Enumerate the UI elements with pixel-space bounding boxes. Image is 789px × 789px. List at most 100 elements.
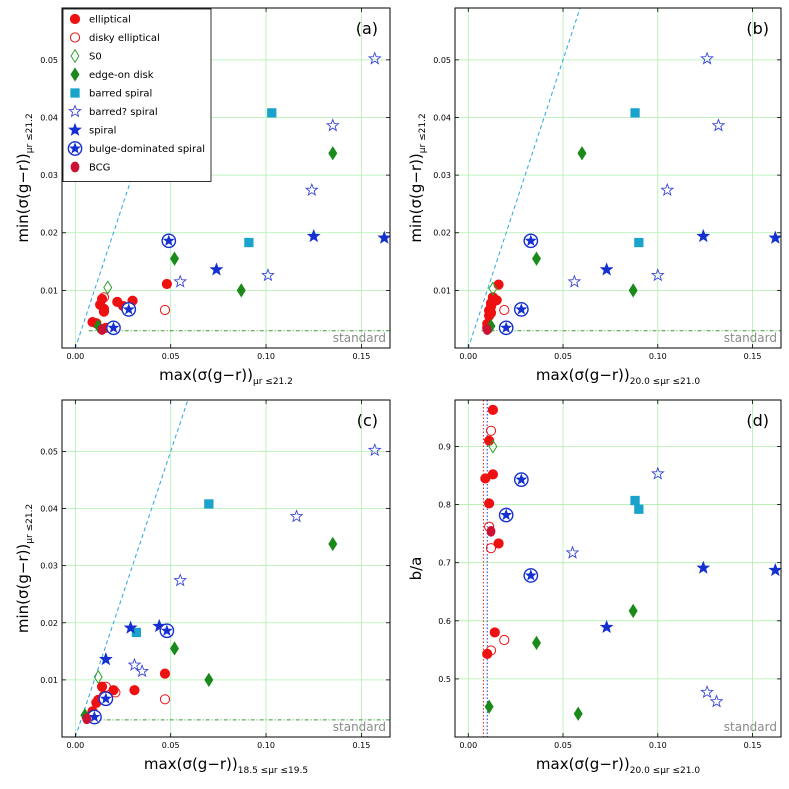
data-point-edgeon [328,146,338,161]
data-point-s0 [488,281,498,296]
data-point-spiral [98,652,113,666]
data-point-barredq [367,51,382,65]
legend-marker-bulge [67,141,83,156]
x-tick-label: 0.00 [66,352,84,361]
data-point-barred [204,499,214,509]
data-points [80,442,382,725]
data-point-barredq [711,118,726,132]
data-point-disky [110,687,121,698]
y-tick-label: 0.03 [433,171,451,180]
legend-label: S0 [89,52,102,63]
x-tick-label: 0.05 [554,741,572,750]
data-point-barred [244,237,254,248]
panel-tag: (c) [357,411,378,430]
data-point-bulge [498,320,514,336]
data-point-spiral [599,262,614,276]
data-point-disky [485,645,497,656]
grid-lines [455,8,781,348]
data-point-elliptical [487,404,499,415]
data-point-edgeon [628,603,638,619]
standard-label: standard [333,720,386,734]
data-point-bulge [523,568,539,583]
y-tick-label: 0.8 [438,501,451,510]
legend-marker-bcg [70,161,80,173]
data-point-s0 [93,669,103,685]
reference-lines [467,8,781,348]
data-point-edgeon [236,283,246,298]
data-point-edgeon [328,536,338,552]
x-axis-label: max(σ(g−r))18.5 ≤μr ≤19.5 [144,755,308,776]
y-tick-label: 0.01 [40,676,58,685]
legend-item-bcg: BCG [70,161,110,174]
data-point-elliptical [485,307,497,318]
data-point-bulge [98,691,114,707]
data-point-barredq [700,684,714,699]
data-point-disky [159,304,171,316]
panel-tag: (b) [746,19,769,38]
y-tick-label: 0.04 [433,113,451,122]
data-point-elliptical [96,293,108,305]
legend-label: disky elliptical [89,33,160,44]
x-tick-label: 0.10 [649,741,667,750]
legend-label: BCG [89,163,110,174]
data-point-spiral [377,230,390,244]
legend-item-barred: barred spiral [70,88,152,100]
reference-lines [482,400,488,737]
identity-line [467,8,581,348]
grid-lines [455,400,781,737]
data-point-barredq [289,509,304,523]
x-tick-label: 0.10 [649,352,667,361]
x-tick-label: 0.05 [162,352,180,361]
x-tick-label: 0.15 [352,741,370,750]
panel-3: standard 0.00 0.05 0.10 0.15 0.01 0.02 0.03 0.04… [14,399,391,776]
plot-frame [454,399,782,738]
data-point-elliptical [493,279,504,290]
x-tick-label: 0.15 [744,352,762,361]
data-point-bulge [159,623,175,639]
data-point-edgeon [93,318,103,334]
plot-frame [61,7,391,349]
data-point-s0 [103,280,113,295]
data-point-elliptical [493,538,504,549]
y-tick-label: 0.02 [433,229,451,238]
data-point-spiral [768,230,781,244]
data-point-barredq [700,51,714,65]
data-point-spiral [696,560,711,574]
y-tick-label: 0.05 [40,56,58,65]
data-point-edgeon [531,251,542,266]
y-tick-label: 0.05 [433,56,451,65]
data-point-edgeon [628,283,638,298]
data-point-elliptical [487,469,499,480]
panel-tag: (a) [356,19,378,38]
data-point-edgeon [573,706,583,721]
data-point-barredq [650,268,665,282]
x-axis-label: max(σ(g−r))20.0 ≤μr ≤21.0 [536,366,700,387]
y-axis-label: min(σ(g−r))μr ≤21.2 [14,504,35,633]
data-point-bulge [121,302,137,317]
identity-line [74,400,189,737]
legend-marker-edgeon [70,67,80,82]
y-tick-label: 0.01 [40,286,58,295]
x-tick-label: 0.15 [744,741,762,750]
data-point-elliptical [491,295,502,306]
x-tick-label: 0.00 [459,352,477,361]
y-tick-label: 0.04 [40,505,58,514]
x-tick-label: 0.10 [257,352,275,361]
data-point-s0 [488,439,498,454]
legend-marker-barredq [68,104,82,118]
legend-item-spiral: spiral [68,122,116,137]
legend-marker-disky [69,32,81,43]
x-axis-label: max(σ(g−r))μr ≤21.2 [159,366,293,387]
data-point-bcg [482,324,492,335]
data-point-barredq [709,694,724,708]
data-point-disky [485,543,497,554]
data-point-spiral [209,262,224,276]
x-tick-label: 0.15 [352,352,370,361]
panel-2: standard 0.00 0.05 0.10 0.15 0.01 0.02 0.03 0.04… [407,7,782,387]
standard-label: standard [724,720,777,734]
data-point-barred [634,237,644,248]
data-point-spiral [768,562,781,577]
legend-item-barredq: barred? spiral [68,104,158,118]
data-point-barredq [135,664,150,678]
